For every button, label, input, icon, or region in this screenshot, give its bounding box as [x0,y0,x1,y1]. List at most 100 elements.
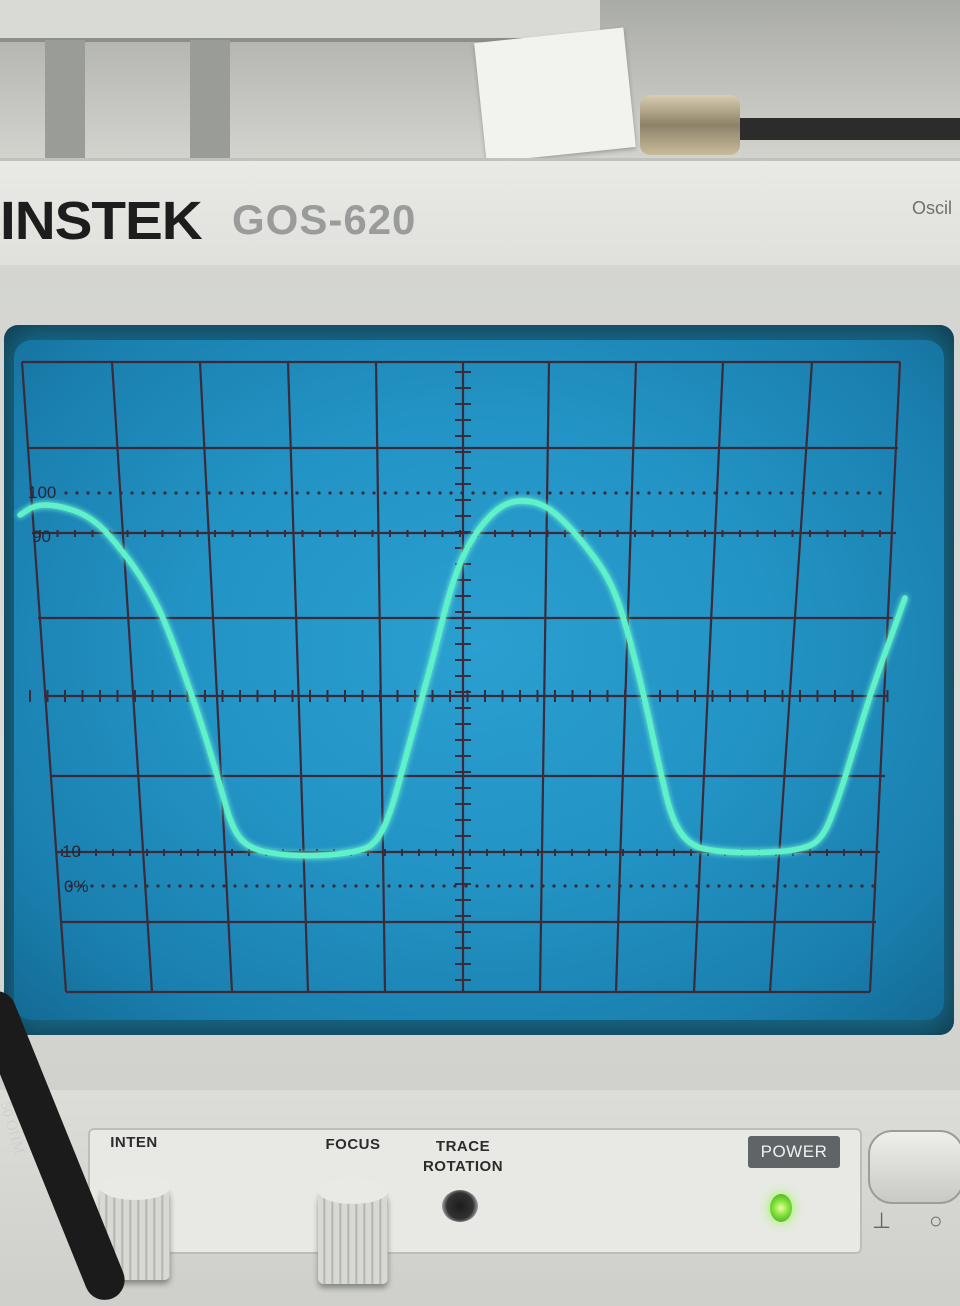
dot-0-ref [189,884,193,888]
dot-100-ref [174,491,178,495]
dot-100-ref [372,491,376,495]
dot-0-ref [552,884,556,888]
dot-0-ref [860,884,864,888]
dot-0-ref [343,884,347,888]
graticule-grid [20,360,902,994]
graticule-vline [614,361,638,993]
dot-100-ref [878,491,882,495]
dot-100-ref [636,491,640,495]
ref-label-0: 0% [64,877,89,896]
power-symbols: ⊥○ [872,1208,942,1233]
dot-100-ref [515,491,519,495]
graticule-vline [868,361,902,993]
dot-100-ref [801,491,805,495]
crt-screen [14,340,944,1020]
dot-0-ref [200,884,204,888]
dot-0-ref [442,884,446,888]
dot-100-ref [647,491,651,495]
power-indicator-led [770,1194,792,1222]
dot-100-ref [614,491,618,495]
dot-0-ref [475,884,479,888]
graticule-vline [692,361,725,993]
dot-0-ref [827,884,831,888]
dot-100-ref [152,491,156,495]
dot-100-ref [64,491,68,495]
dot-0-ref [112,884,116,888]
dot-100-ref [812,491,816,495]
model-subtitle: Oscil [912,198,952,218]
dot-0-ref [816,884,820,888]
dot-0-ref [794,884,798,888]
dot-0-ref [420,884,424,888]
dot-100-ref [768,491,772,495]
dot-100-ref [581,491,585,495]
dot-100-ref [482,491,486,495]
dot-100-ref [504,491,508,495]
intensity-knob-cap [100,1174,170,1200]
dot-0-ref [167,884,171,888]
dot-0-ref [772,884,776,888]
dot-0-ref [574,884,578,888]
dot-100-ref [526,491,530,495]
dot-0-ref [299,884,303,888]
dot-100-ref [262,491,266,495]
dot-100-ref [724,491,728,495]
dot-0-ref [871,884,875,888]
graticule-vline [538,361,551,993]
dot-0-ref [321,884,325,888]
dot-100-ref [196,491,200,495]
dot-100-ref [361,491,365,495]
dot-0-ref [464,884,468,888]
dot-0-ref [68,884,72,888]
dot-0-ref [739,884,743,888]
dot-100-ref [460,491,464,495]
dot-0-ref [497,884,501,888]
brand-logo: INSTEK [0,191,203,251]
graticule-vline [20,361,68,993]
dot-0-ref [805,884,809,888]
dot-100-ref [383,491,387,495]
dot-0-ref [519,884,523,888]
dot-0-ref [530,884,534,888]
dot-100-ref [691,491,695,495]
dot-0-ref [849,884,853,888]
dot-100-ref [394,491,398,495]
dot-0-ref [618,884,622,888]
dot-0-ref [156,884,160,888]
dot-100-ref [284,491,288,495]
dot-100-ref [218,491,222,495]
dot-0-ref [387,884,391,888]
dot-0-ref [783,884,787,888]
dot-0-ref [541,884,545,888]
dot-0-ref [101,884,105,888]
dot-0-ref [90,884,94,888]
trace-rotation-adjuster[interactable] [442,1190,478,1222]
graticule-vline [374,361,387,993]
ref-label-90: 90 [32,527,51,546]
graticule-vline [110,361,154,993]
dot-0-ref [563,884,567,888]
dot-100-ref [702,491,706,495]
dot-100-ref [438,491,442,495]
power-button[interactable] [868,1130,960,1204]
dot-100-ref [779,491,783,495]
dot-100-ref [75,491,79,495]
dot-0-ref [178,884,182,888]
dot-0-ref [288,884,292,888]
graticule-vline [286,361,310,993]
dot-100-ref [141,491,145,495]
dot-100-ref [295,491,299,495]
dot-0-ref [123,884,127,888]
trace-rotation-label-2: ROTATION [422,1158,504,1175]
dot-100-ref [449,491,453,495]
focus-label: FOCUS [325,1136,381,1153]
ref-label-100: 100 [28,483,56,502]
reference-dots [64,491,882,888]
dot-0-ref [629,884,633,888]
dot-100-ref [680,491,684,495]
signal-trace [17,498,908,859]
dot-100-ref [229,491,233,495]
dot-100-ref [735,491,739,495]
dot-100-ref [713,491,717,495]
